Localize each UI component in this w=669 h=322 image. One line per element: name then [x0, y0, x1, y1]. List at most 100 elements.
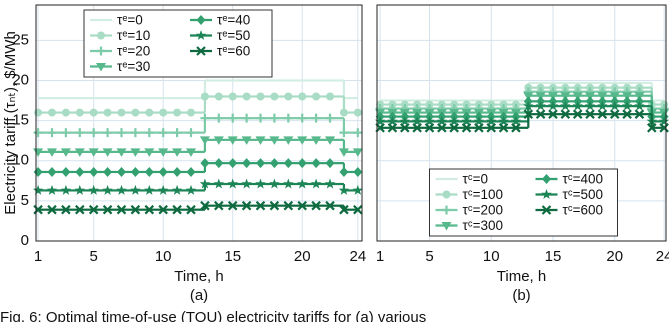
marker [47, 108, 56, 117]
marker [647, 123, 657, 133]
marker [159, 108, 168, 117]
legend-marker [97, 31, 105, 40]
marker [270, 92, 279, 101]
x-tick-label: 10 [483, 248, 500, 265]
legend-marker [542, 174, 551, 184]
legend-marker [442, 190, 451, 199]
legend-marker [195, 30, 207, 40]
marker [659, 123, 669, 133]
marker [498, 123, 509, 133]
marker [130, 204, 141, 215]
marker [352, 148, 363, 157]
marker [310, 178, 322, 189]
marker [256, 113, 266, 123]
marker [298, 92, 307, 101]
marker [89, 128, 99, 138]
marker [622, 109, 632, 119]
marker [411, 115, 423, 126]
marker [560, 100, 571, 111]
marker [158, 204, 168, 215]
x-tick-label: 24 [656, 248, 669, 265]
y-axis-label: Electricity tariff (τₙₜ), $/MWh [2, 31, 19, 215]
marker [89, 108, 98, 117]
marker [88, 184, 99, 195]
marker [597, 100, 608, 111]
legend-marker [96, 46, 106, 56]
marker [255, 178, 266, 189]
marker [214, 200, 224, 211]
axes-frame [376, 4, 667, 242]
marker [172, 204, 182, 215]
y-tick-label: 25 [12, 31, 29, 48]
marker [213, 136, 224, 145]
x-tick-label: 1 [34, 248, 42, 265]
marker [387, 123, 398, 133]
marker [325, 136, 336, 145]
marker [228, 158, 238, 169]
marker [609, 109, 620, 119]
marker [572, 109, 583, 119]
x-axis-label: Time, h [174, 268, 223, 285]
marker [47, 166, 57, 177]
marker [339, 108, 348, 117]
marker [486, 123, 497, 133]
legend-marker [442, 205, 451, 215]
marker [353, 204, 363, 215]
marker [172, 128, 182, 138]
marker [187, 108, 196, 117]
legend-marker [96, 63, 106, 72]
marker [560, 109, 571, 119]
marker [116, 184, 127, 195]
marker [241, 200, 252, 211]
x-tick-label: 10 [155, 248, 172, 265]
marker [548, 109, 558, 119]
legend-marker [196, 46, 206, 56]
marker [523, 100, 534, 111]
marker [326, 92, 335, 101]
marker [634, 100, 645, 111]
marker [283, 200, 294, 211]
marker [449, 115, 460, 126]
marker [283, 158, 293, 169]
marker [436, 115, 448, 126]
marker [60, 148, 71, 157]
marker [74, 184, 85, 195]
marker [437, 123, 447, 133]
legend-marker [541, 189, 552, 199]
marker [200, 200, 210, 211]
marker [255, 200, 266, 211]
marker [60, 184, 72, 195]
marker [200, 158, 210, 169]
marker [61, 108, 70, 117]
legend-marker [541, 205, 552, 215]
marker [102, 204, 113, 215]
marker [284, 92, 293, 101]
marker [461, 115, 472, 126]
marker [171, 184, 183, 195]
caption: Fig. 6: Optimal time-of-use (TOU) electr… [0, 309, 426, 322]
legend-label: τᵉ=60 [217, 44, 250, 59]
marker [353, 166, 363, 177]
marker [158, 184, 169, 195]
marker [353, 128, 363, 138]
legend-label: τᵉ=40 [217, 13, 250, 28]
series [38, 79, 358, 100]
marker [116, 128, 126, 138]
marker [130, 166, 140, 177]
marker [297, 113, 307, 123]
marker [387, 115, 398, 126]
marker [186, 148, 197, 157]
series [375, 109, 669, 133]
marker [102, 148, 113, 157]
marker [269, 178, 280, 189]
marker [634, 109, 645, 119]
y-tick-label: 15 [12, 112, 29, 129]
marker [461, 123, 472, 133]
marker [535, 109, 546, 119]
marker [242, 158, 252, 169]
marker [241, 178, 252, 189]
marker [46, 148, 57, 157]
marker [173, 108, 182, 117]
marker [116, 166, 126, 177]
marker [75, 166, 85, 177]
